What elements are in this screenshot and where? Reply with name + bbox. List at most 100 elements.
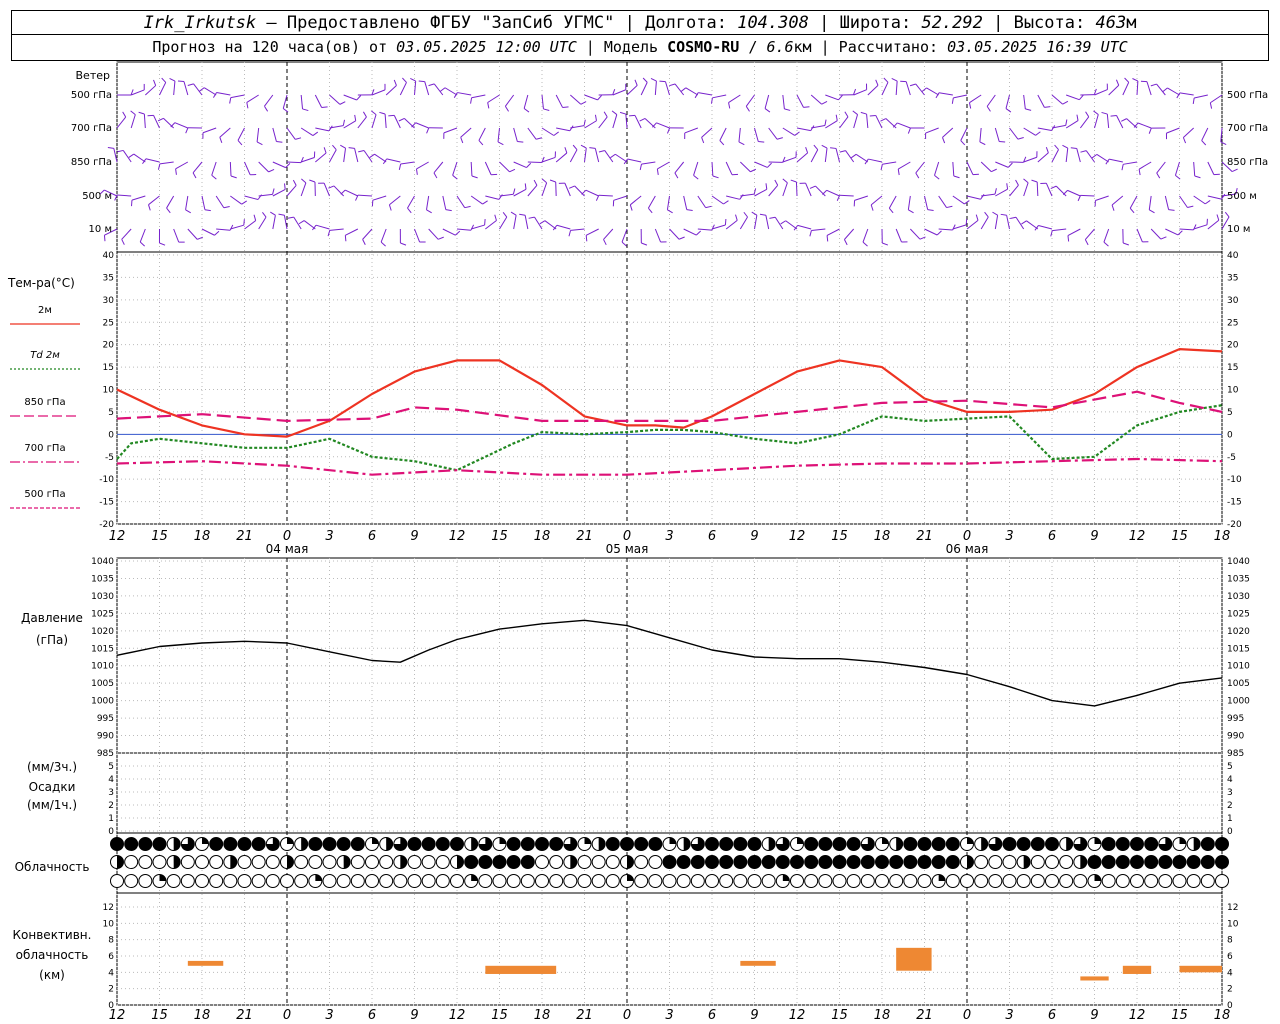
cloud-cover-symbol [903,874,918,888]
wind-barb [504,94,515,107]
wind-barb [499,193,514,197]
cloud-cover-symbol [662,855,677,869]
wind-barb-feather [598,150,605,153]
wind-barb-feather [287,216,294,219]
y-tick-label: 985 [1227,749,1244,759]
y-tick-label: 1035 [1227,574,1250,584]
wind-barb-feather [301,178,307,184]
x-tick-label: 6 [708,1008,716,1023]
wind-barb-feather [1124,77,1130,83]
wind-barb-feather [1031,179,1038,183]
wind-barb-feather [526,162,532,168]
x-tick-label: 15 [151,529,168,544]
cloud-cover-symbol [1016,874,1031,888]
wind-barb [230,224,244,230]
cloud-cover-symbol [705,855,719,869]
conv-cloud-bar [740,960,776,966]
wind-barb-feather [612,89,616,95]
cloud-cover-symbol [1101,874,1116,888]
x-tick-label: 12 [1129,529,1146,544]
wind-barb-feather [230,175,237,179]
wind-barb [604,150,614,163]
y-tick-label: 25 [1227,318,1238,328]
wind-barb-feather [204,209,211,212]
wind-barb [300,182,307,197]
x-tick-label: 15 [491,529,508,544]
conv-cloud-bar [1080,976,1109,981]
wind-barb [669,228,680,240]
x-tick-label: 0 [963,1008,971,1023]
cloud-cover-symbol [322,837,337,851]
wind-barb [995,188,1008,197]
wind-barb-feather [157,163,161,170]
wind-barb [966,219,979,230]
wind-barb-feather [103,235,106,242]
x-tick-label: 21 [576,1008,593,1023]
wind-barb [1193,224,1208,230]
wind-barb [1179,195,1188,208]
wind-barb-feather [553,131,559,136]
wind-barb [796,127,811,132]
wind-barb [230,195,242,205]
wind-barb-feather [1103,241,1109,247]
wind-barb [286,185,297,197]
cloud-cover-symbol [138,855,153,869]
wind-level-label: 500 гПа [1227,90,1268,101]
wind-barb-feather [750,168,757,173]
wind-barb [697,195,707,208]
x-tick-label: 18 [1214,529,1231,544]
cloud-cover-symbol [846,837,861,851]
wind-barb-feather [1077,195,1081,202]
wind-barb [1207,219,1220,230]
wind-barb-feather [510,211,517,216]
wind-barb [513,127,518,142]
wind-barb-feather [1204,200,1211,205]
wind-barb-feather [739,194,744,200]
wind-barb [183,81,189,96]
wind-barb-feather [1192,97,1195,105]
wind-barb [201,228,215,236]
wind-barb-feather [484,219,486,226]
wind-barb [1167,87,1180,96]
wind-barb [570,94,582,105]
wind-barb-feather [652,122,657,128]
cloud-cover-symbol [535,837,549,851]
wind-barb [1094,89,1108,96]
wind-barb [173,228,180,243]
wind-barb [1136,228,1143,243]
wind-barb [315,224,330,230]
wind-barb-feather [1160,236,1167,240]
wind-barb-feather [674,172,679,179]
wind-barb-feather [686,209,693,212]
cloud-cover-symbol [322,855,337,869]
wind-barb [881,82,889,96]
wind-barb [484,161,492,175]
y-tick-label: 1000 [1227,697,1250,707]
wind-barb-feather [1050,185,1057,189]
cloud-cover-symbol [1200,855,1215,869]
cloud-cover-symbol [506,855,521,869]
wind-barb-feather [1044,106,1051,108]
wind-barb-feather [302,108,309,112]
wind-barb-feather [253,214,257,221]
wind-barb [666,195,670,210]
wind-barb-feather [1121,164,1124,171]
wind-barb-feather [809,230,812,237]
y-tick-label: 990 [97,732,114,742]
wind-barb [969,94,982,104]
wind-barb [768,184,779,197]
wind-barb-feather [743,211,748,218]
x-tick-label: 3 [1005,1008,1013,1023]
wind-barb [1067,189,1081,197]
wind-barb-feather [765,183,768,190]
wind-barb [1037,127,1052,132]
cloud-cover-symbol [435,874,450,888]
wind-barb [1037,94,1045,108]
wind-barb [329,149,337,163]
x-tick-label: 18 [874,529,891,544]
x-tick-label: 12 [789,1008,806,1023]
wind-barb-feather [509,168,516,173]
wind-barb [712,94,727,99]
wind-barb [293,216,302,230]
x-tick-label: 18 [534,529,551,544]
